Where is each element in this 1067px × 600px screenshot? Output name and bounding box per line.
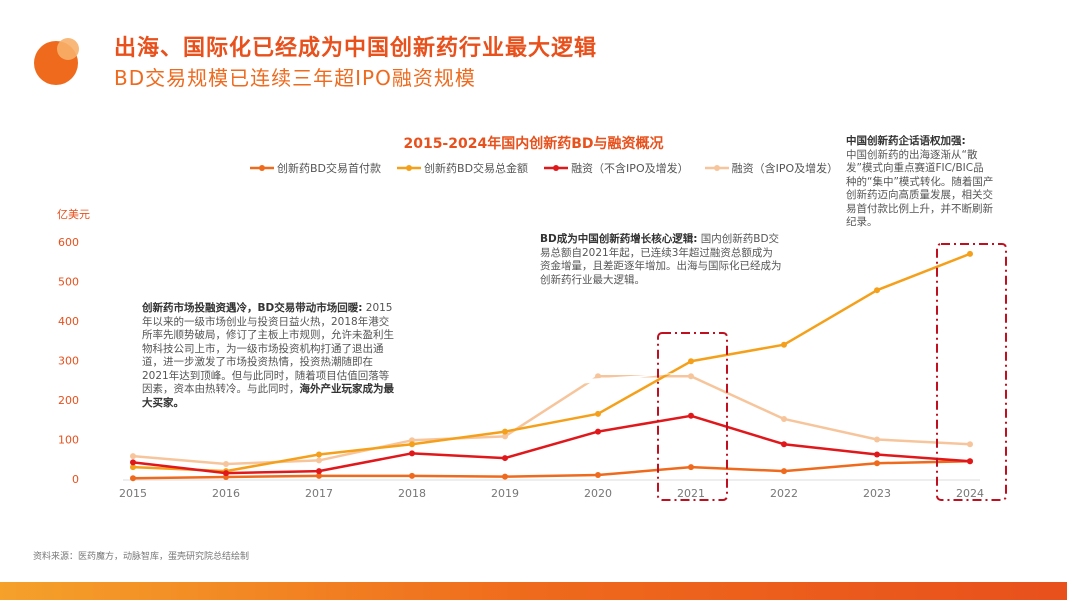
chart-title: 2015-2024年国内创新药BD与融资概况 <box>403 136 664 152</box>
data-point <box>502 473 508 480</box>
annotation-market-cooling: 创新药市场投融资遇冷，BD交易带动市场回暖: 2015年以来的一级市场创业与投资… <box>142 302 398 410</box>
x-tick-label: 2019 <box>491 487 519 500</box>
x-tick-label: 2023 <box>863 487 891 500</box>
highlight-box <box>657 332 728 501</box>
data-source: 资料来源：医药魔方，动脉智库，蛋壳研究院总结绘制 <box>33 552 250 562</box>
data-point <box>316 451 322 458</box>
data-point <box>316 472 322 479</box>
data-point <box>967 441 973 448</box>
series-line <box>132 459 971 480</box>
legend-item-financing-ex: 融资（不含IPO及增发） <box>544 160 689 176</box>
legend-label-financing-ex: 融资（不含IPO及增发） <box>571 162 689 175</box>
legend-item-upfront: 创新药BD交易首付款 <box>250 160 381 176</box>
x-tick-label: 2015 <box>119 487 147 500</box>
y-tick-label: 500 <box>58 276 79 289</box>
legend-marker-upfront <box>250 165 274 171</box>
x-tick-label: 2018 <box>398 487 426 500</box>
data-point <box>502 455 508 462</box>
y-axis-unit-label: 亿美元 <box>57 208 90 221</box>
data-point <box>688 412 694 419</box>
y-tick-label: 400 <box>58 315 79 328</box>
legend-label-total: 创新药BD交易总金额 <box>424 162 529 175</box>
data-point <box>595 410 601 417</box>
data-point <box>874 451 880 458</box>
data-point <box>688 373 694 380</box>
data-point <box>874 287 880 294</box>
data-point <box>781 415 787 422</box>
legend-marker-financing-inc <box>704 165 729 171</box>
data-point <box>409 472 415 479</box>
y-tick-label: 0 <box>72 473 79 486</box>
x-tick-label: 2022 <box>770 487 798 500</box>
data-point <box>223 460 229 467</box>
x-tick-label: 2024 <box>956 487 984 500</box>
data-point <box>502 433 508 440</box>
data-point <box>130 459 136 466</box>
x-tick-label: 2017 <box>305 487 333 500</box>
x-tick-label: 2021 <box>677 487 705 500</box>
annotation-market-cooling-body: 2015年以来的一级市场创业与投资日益火热，2018年港交所率先顺势破局，修订了… <box>142 302 394 395</box>
data-point <box>781 341 787 348</box>
annotation-bd-core-logic-body: 国内创新药BD交易总额自2021年起，已连续3年超过融资总额成为资金增量，且差距… <box>540 233 782 286</box>
legend-label-upfront: 创新药BD交易首付款 <box>277 162 382 175</box>
data-point <box>595 472 601 479</box>
y-tick-label: 600 <box>58 236 79 249</box>
data-point <box>409 441 415 448</box>
annotation-bd-core-logic-heading: BD成为中国创新药增长核心逻辑: <box>540 233 698 245</box>
data-point <box>874 436 880 443</box>
y-tick-label: 100 <box>58 434 79 447</box>
data-point <box>688 464 694 471</box>
data-point <box>223 470 229 477</box>
data-point <box>130 475 136 482</box>
bottom-accent-bar <box>0 582 1067 600</box>
data-point <box>316 468 322 475</box>
highlight-box <box>936 243 1007 501</box>
data-point <box>967 250 973 257</box>
legend-marker-total <box>397 165 422 171</box>
x-tick-label: 2020 <box>584 487 612 500</box>
annotation-bargaining-power-body: 中国创新药的出海逐渐从“散发”模式向重点赛道FIC/BIC品种的“集中”模式转化… <box>846 148 994 229</box>
x-tick-label: 2016 <box>212 487 240 500</box>
chart-legend: 创新药BD交易首付款 创新药BD交易总金额 融资（不含IPO及增发） 融资（含I… <box>250 160 838 176</box>
legend-label-financing-inc: 融资（含IPO及增发） <box>731 162 839 175</box>
legend-marker-financing-ex <box>544 165 569 171</box>
series-line <box>132 252 971 473</box>
data-point <box>409 450 415 457</box>
data-point <box>595 373 601 380</box>
annotation-pointer <box>396 372 690 404</box>
data-point <box>130 464 136 471</box>
data-point <box>595 428 601 435</box>
annotation-bd-core-logic: BD成为中国创新药增长核心逻辑: 国内创新药BD交易总额自2021年起，已连续3… <box>540 233 782 287</box>
legend-item-total: 创新药BD交易总金额 <box>397 160 528 176</box>
annotation-market-cooling-conclusion: 海外产业玩家成为最大买家。 <box>142 383 394 409</box>
annotation-pointer <box>700 292 810 305</box>
annotation-bargaining-power-heading: 中国创新药企话语权加强: <box>846 135 966 147</box>
annotation-market-cooling-heading: 创新药市场投融资遇冷，BD交易带动市场回暖: <box>142 302 363 314</box>
y-tick-label: 300 <box>58 355 79 368</box>
series-line <box>132 414 971 475</box>
brand-logo-icon <box>34 38 79 85</box>
data-point <box>781 441 787 448</box>
y-tick-label: 200 <box>58 394 79 407</box>
data-point <box>130 453 136 460</box>
data-point <box>781 468 787 475</box>
page-title: 出海、国际化已经成为中国创新药行业最大逻辑 <box>114 36 598 61</box>
legend-item-financing-inc: 融资（含IPO及增发） <box>704 160 839 176</box>
annotation-bargaining-power: 中国创新药企话语权加强: 中国创新药的出海逐渐从“散发”模式向重点赛道FIC/B… <box>846 135 994 230</box>
data-point <box>316 457 322 464</box>
data-point <box>967 458 973 465</box>
page-subtitle: BD交易规模已连续三年超IPO融资规模 <box>114 66 476 90</box>
data-point <box>688 358 694 365</box>
data-point <box>874 460 880 467</box>
data-point <box>502 428 508 435</box>
